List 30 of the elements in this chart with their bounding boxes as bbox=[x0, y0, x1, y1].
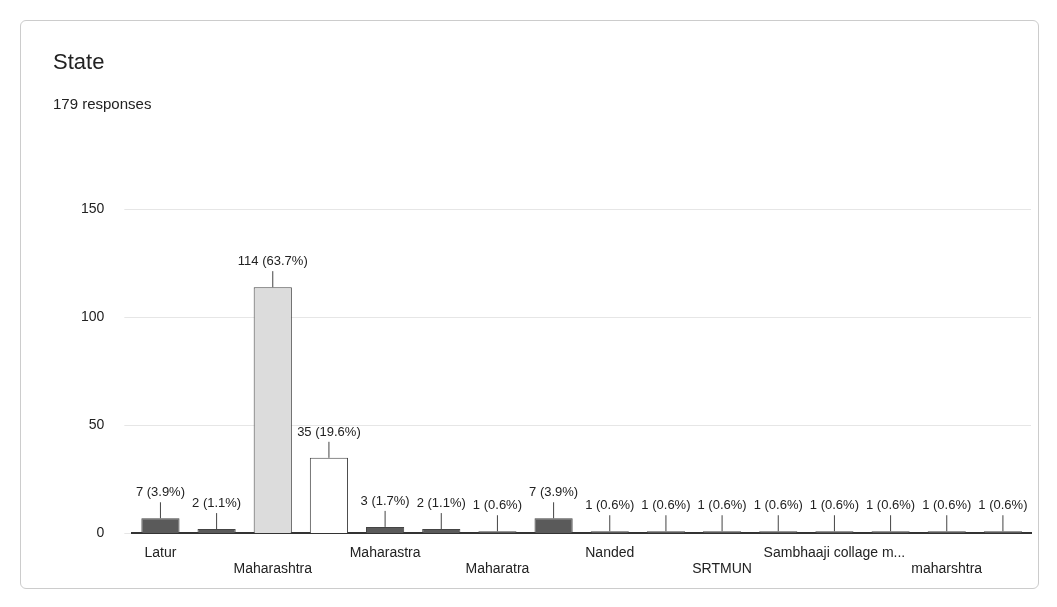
data-label: 1 (0.6%) bbox=[866, 497, 916, 513]
data-label: 3 (1.7%) bbox=[360, 493, 410, 508]
data-label: 1 (0.6%) bbox=[753, 497, 803, 513]
data-label: 2 (1.1%) bbox=[192, 495, 242, 511]
x-tick-label: Latur bbox=[144, 543, 177, 560]
data-label: 1 (0.6%) bbox=[809, 497, 859, 513]
x-tick-label: Maharashtra bbox=[233, 560, 313, 577]
data-label: 35 (19.6%) bbox=[297, 423, 361, 439]
data-label: 1 (0.6%) bbox=[472, 497, 522, 513]
y-tick-label: 100 bbox=[81, 308, 105, 325]
data-label: 1 (0.6%) bbox=[641, 497, 691, 513]
chart-title: State bbox=[53, 49, 105, 75]
data-label: 114 (63.7%) bbox=[237, 253, 308, 269]
data-label: 7 (3.9%) bbox=[529, 484, 579, 500]
x-tick-label: SRTMUN bbox=[692, 560, 752, 577]
x-tick-label: Nanded bbox=[585, 543, 635, 560]
data-label: 1 (0.6%) bbox=[585, 497, 635, 513]
y-tick-label: 50 bbox=[88, 416, 105, 433]
y-tick-label: 150 bbox=[81, 200, 105, 217]
data-label: 1 (0.6%) bbox=[697, 497, 747, 513]
data-label: 7 (3.9%) bbox=[135, 484, 186, 500]
data-label: 1 (0.6%) bbox=[922, 497, 972, 513]
chart-subtitle: 179 responses bbox=[53, 95, 152, 112]
data-label: 1 (0.6%) bbox=[978, 497, 1028, 513]
x-tick-label: Sambhaaji collage m... bbox=[763, 543, 906, 560]
x-tick-label: maharshtra bbox=[911, 560, 983, 577]
y-tick-label: 0 bbox=[96, 524, 105, 541]
x-tick-label: Maharastra bbox=[349, 543, 421, 560]
data-label: 2 (1.1%) bbox=[416, 495, 466, 511]
x-tick-label: Maharatra bbox=[465, 560, 530, 577]
